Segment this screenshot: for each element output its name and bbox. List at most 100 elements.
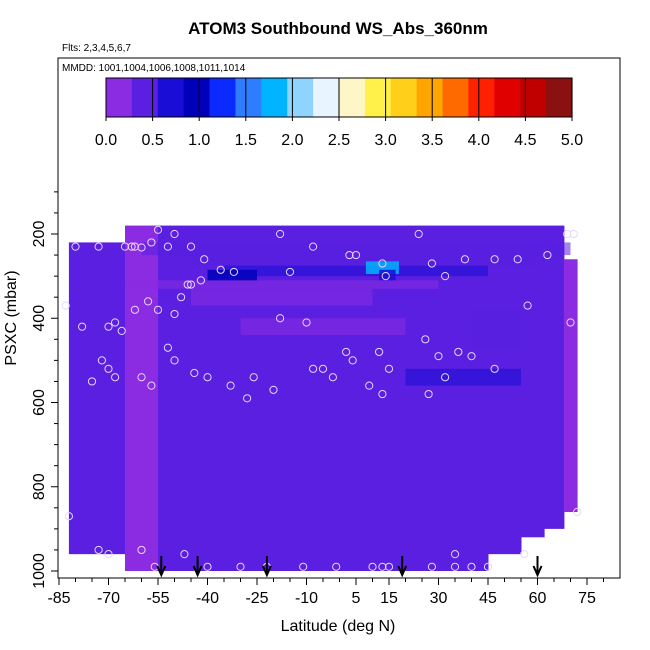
colorbar [105, 77, 573, 118]
flight-marker-arrow [532, 556, 543, 578]
sample-point [186, 242, 196, 251]
x-axis: -85 -70 -55 -40 -25 -10 5 15 30 45 60 75 [47, 578, 604, 607]
colorbar-segment [261, 78, 288, 117]
arrow-head [156, 565, 167, 578]
heatmap-band [92, 242, 126, 555]
flights-note: Flts: 2,3,4,5,6,7 [62, 43, 131, 54]
sample-point [104, 550, 113, 559]
sample-point [332, 562, 341, 571]
sample-point [71, 242, 80, 251]
heatmap-band [563, 259, 578, 513]
sample-point [454, 347, 463, 357]
colorbar-tick-label: 3.0 [374, 132, 396, 149]
flight-marker-arrow [156, 556, 167, 578]
sample-point [384, 364, 394, 373]
heatmap-band [158, 225, 192, 571]
x-tick-label: 15 [380, 590, 398, 607]
sample-point [543, 250, 552, 260]
arrow-head [532, 565, 543, 578]
sample-point [97, 356, 107, 365]
sample-point [573, 507, 582, 517]
heatmap-band [323, 225, 357, 571]
sample-point [309, 242, 318, 251]
heatmap-band [290, 225, 324, 571]
mmdd-note: MMDD: 1001,1004,1006,1008,1011,1014 [62, 63, 246, 74]
colorbar-segment [209, 78, 237, 117]
heatmap-layer [240, 318, 406, 336]
colorbar-tick-label: 0.5 [141, 132, 163, 149]
colorbar-segment [442, 78, 470, 117]
sample-point [104, 364, 113, 373]
colorbar-tick-label: 1.5 [235, 132, 257, 149]
sample-point [276, 314, 285, 323]
colorbar-ticks: 0.0 0.5 1.0 1.5 2.0 2.5 3.0 3.5 4.0 4.5 5.0 [95, 78, 583, 149]
x-tick-label: -70 [97, 590, 120, 607]
sample-point [378, 562, 387, 571]
sample-point [177, 293, 186, 302]
colorbar-tick-label: 5.0 [561, 132, 583, 149]
heatmap-layer [141, 242, 571, 256]
colorbar-segment [520, 78, 547, 117]
flight-markers [156, 556, 543, 578]
sample-point [269, 385, 278, 394]
sample-point [163, 343, 172, 352]
sample-point [170, 309, 179, 319]
sample-point [276, 229, 285, 239]
heatmap-area [68, 225, 578, 571]
colorbar-segment [494, 78, 521, 117]
sample-point [427, 259, 436, 268]
sample-point [153, 225, 163, 234]
sample-point [490, 255, 499, 264]
heatmap-hotspot [379, 269, 396, 281]
sample-point [130, 242, 139, 251]
sample-point [64, 512, 74, 521]
heatmap-band [68, 242, 93, 555]
colorbar-segment [546, 78, 573, 117]
x-tick-label: 75 [578, 590, 596, 607]
x-tick-label: -85 [47, 590, 70, 607]
x-tick-label: 45 [479, 590, 497, 607]
x-tick-label: -10 [295, 590, 318, 607]
flight-marker-arrow [192, 556, 203, 578]
sample-point [460, 255, 469, 264]
sample-point [216, 265, 225, 274]
sample-point [229, 267, 238, 277]
heatmap-band [521, 225, 545, 538]
sample-point [450, 562, 460, 571]
sample-point [137, 373, 146, 382]
heatmap-band [125, 225, 159, 571]
colorbar-segment [390, 78, 418, 117]
sample-point [378, 389, 387, 399]
sample-point [318, 364, 328, 373]
sample-point [170, 229, 179, 239]
y-tick-label: 400 [31, 305, 48, 332]
colorbar-tick-label: 0.0 [95, 132, 117, 149]
colorbar-segment [235, 78, 262, 117]
sample-point [137, 545, 146, 555]
y-tick-label: 600 [31, 389, 48, 416]
sample-point [368, 562, 377, 571]
sample-point [434, 352, 443, 361]
sample-point [147, 381, 156, 390]
arrow-head [261, 565, 272, 578]
heatmap-layer [471, 309, 521, 348]
sample-point [450, 550, 460, 559]
sample-point [384, 562, 394, 571]
sample-point [342, 347, 351, 357]
heatmap-layer [224, 265, 488, 277]
sample-point [520, 550, 529, 559]
y-tick-label: 800 [31, 473, 48, 500]
sample-point [566, 318, 575, 327]
colorbar-segment [339, 78, 366, 117]
heatmap-band [257, 225, 291, 571]
sample-point [183, 280, 192, 289]
sample-points [61, 225, 582, 571]
sample-point [87, 377, 97, 386]
sample-point [523, 301, 532, 310]
sample-point [490, 364, 499, 373]
sample-point [299, 562, 308, 571]
colorbar-segment [183, 78, 211, 117]
sample-point [243, 394, 252, 403]
sample-point [163, 242, 172, 251]
sample-point [345, 250, 354, 260]
